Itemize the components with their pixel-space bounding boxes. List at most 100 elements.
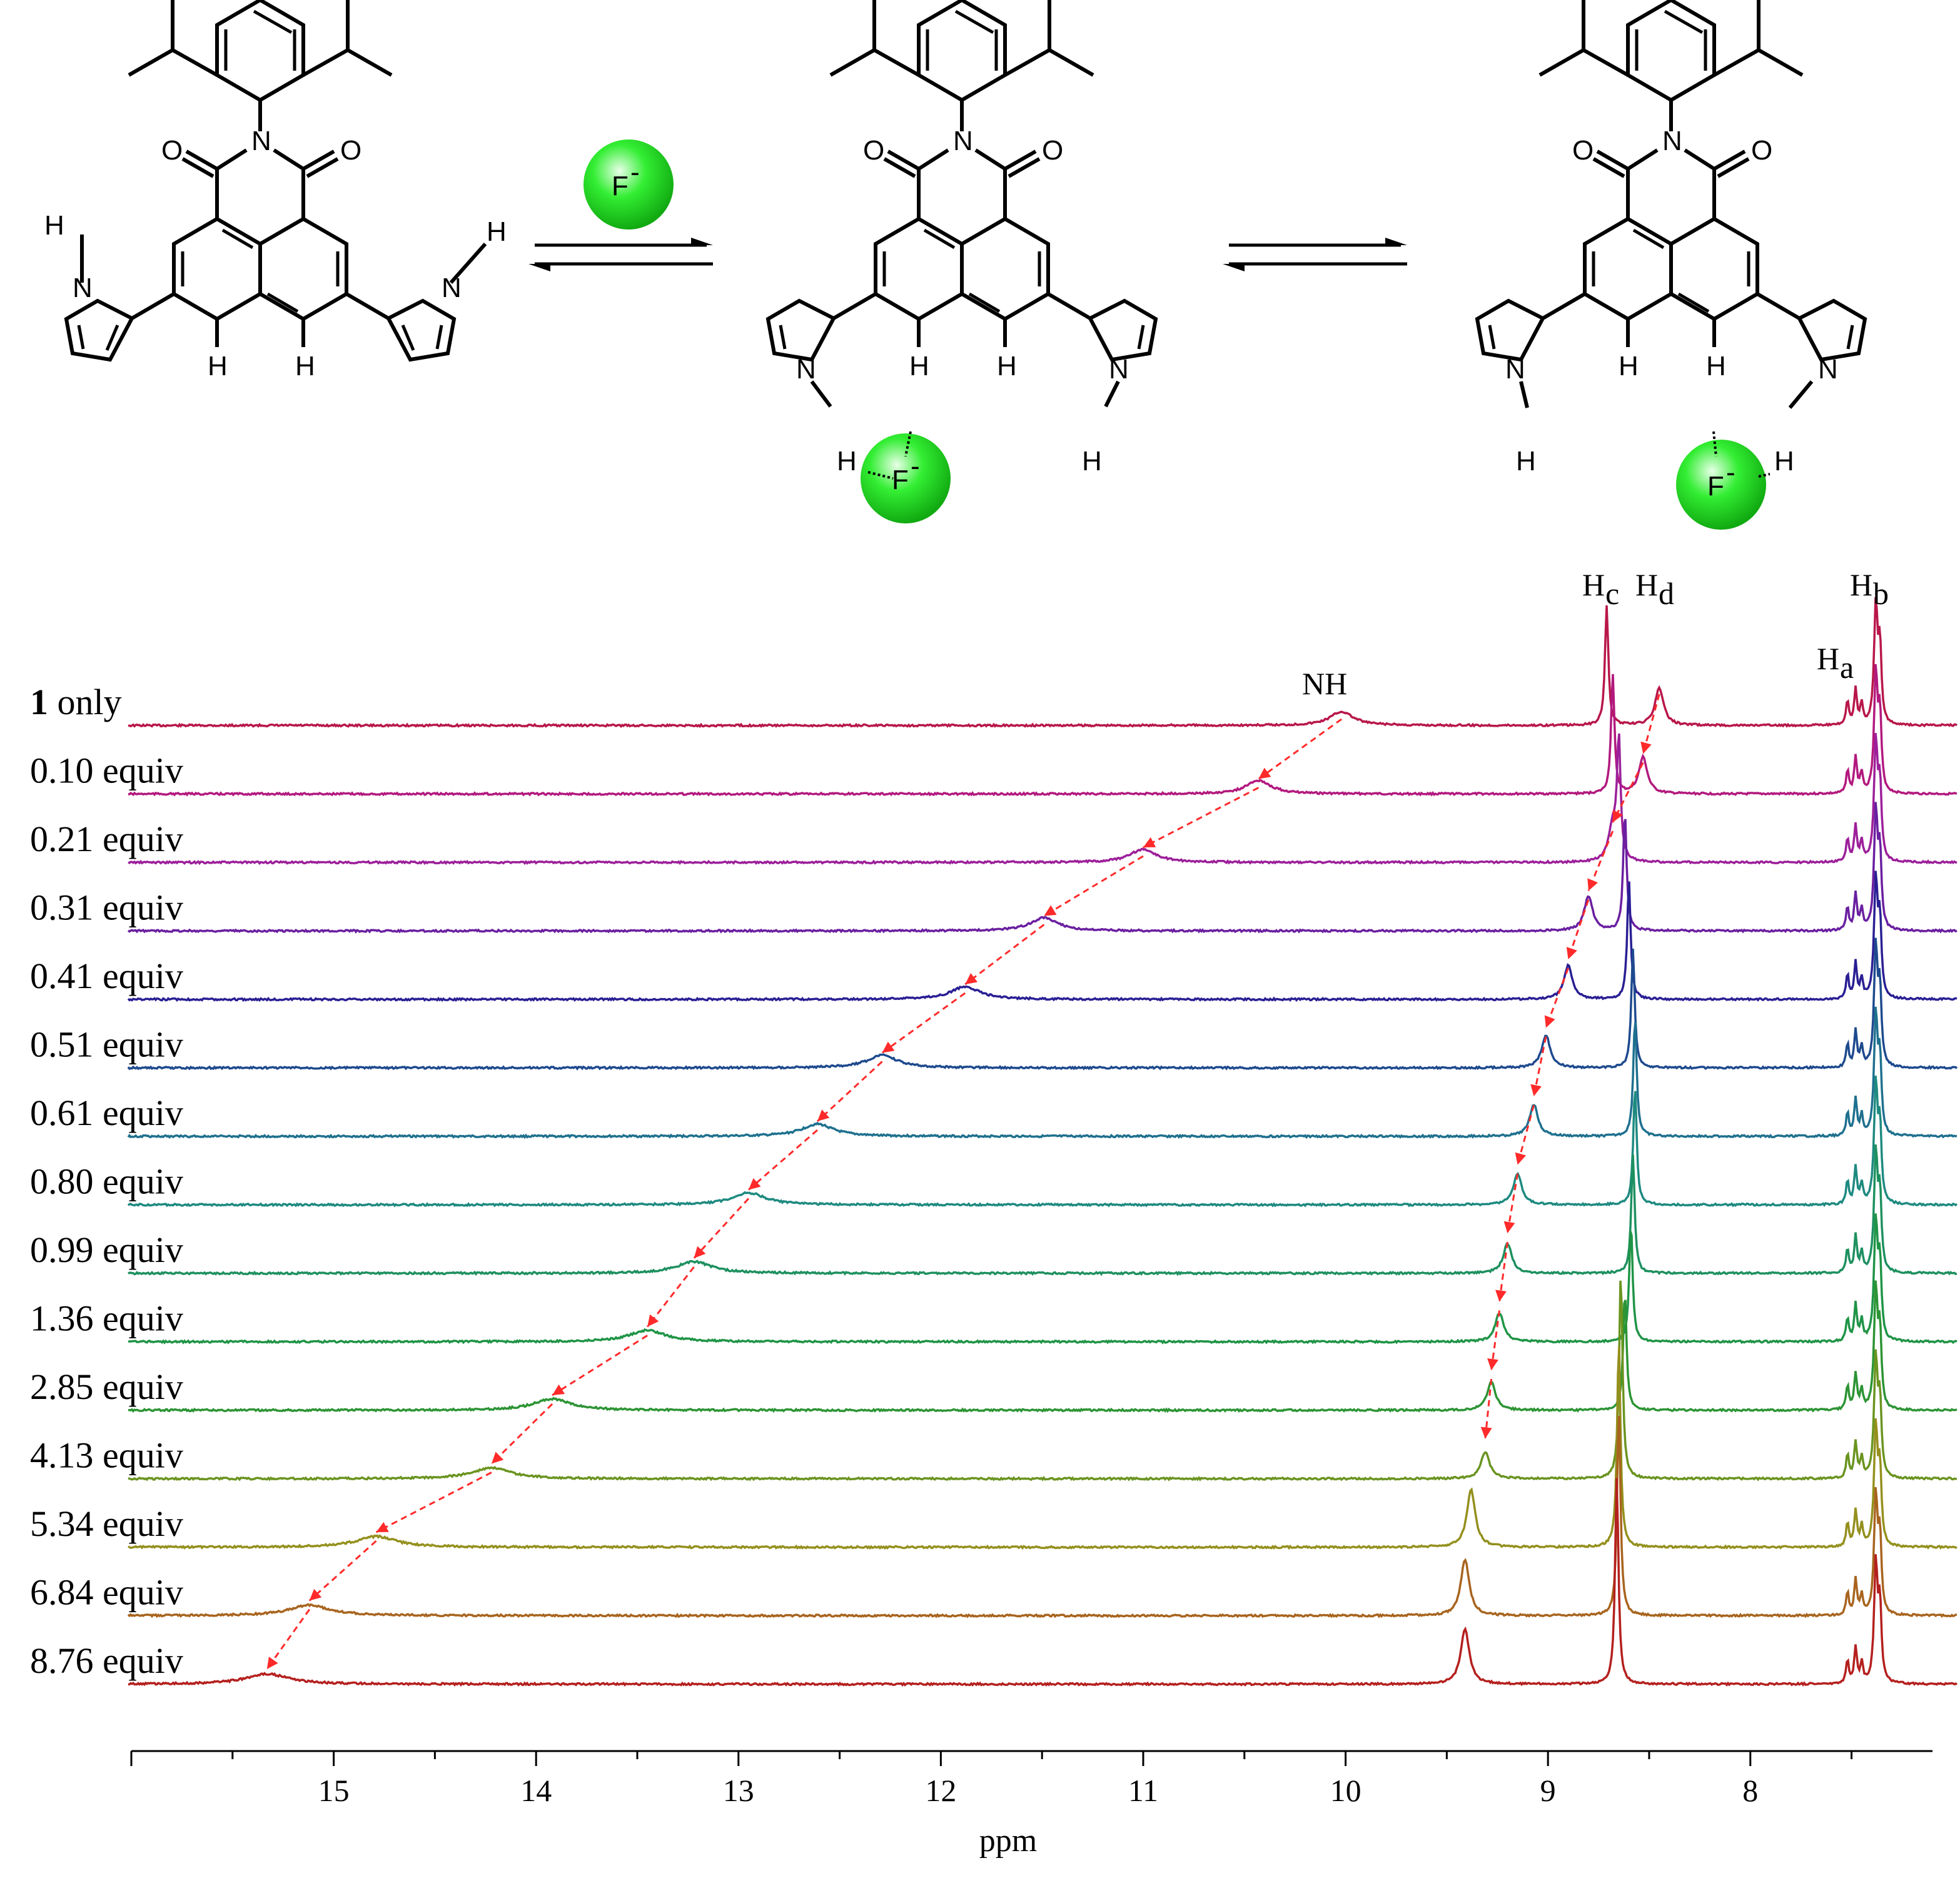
- trace-label: 0.51 equiv: [30, 1024, 183, 1065]
- nh-shift-arrow-head: [817, 1109, 830, 1121]
- nh-shift-arrow-head: [552, 1384, 565, 1395]
- svg-text:H: H: [1582, 567, 1605, 602]
- atom-N: N: [442, 273, 462, 303]
- svg-text:F: F: [612, 171, 629, 201]
- spectrum-trace: [127, 802, 1957, 934]
- nh-shift-arrow-head: [1143, 837, 1156, 847]
- spectrum-trace: [127, 1075, 1958, 1208]
- svg-text:H: H: [1635, 567, 1658, 602]
- trace-label: 0.80 equiv: [30, 1161, 183, 1202]
- spectrum-trace: [128, 1280, 1957, 1413]
- spectrum-trace: [127, 937, 1958, 1071]
- nh-shift-arrow-head: [266, 1657, 278, 1669]
- atom-N: N: [251, 126, 271, 156]
- svg-text:-: -: [911, 451, 920, 482]
- spectrum-trace: [128, 1478, 1958, 1687]
- atom-N: N: [953, 126, 973, 156]
- svg-text:F: F: [1707, 471, 1724, 502]
- nh-shift-arrow-head: [492, 1451, 504, 1464]
- trace-label: 2.85 equiv: [30, 1366, 183, 1407]
- hd-shift-arrow-head: [1515, 1152, 1527, 1165]
- atom-H: H: [1706, 351, 1726, 381]
- spectrum-trace: [128, 1144, 1957, 1276]
- x-tick-label: 15: [318, 1773, 350, 1808]
- nh-shift-arrow: [308, 1540, 377, 1602]
- spectrum-trace: [127, 1415, 1957, 1618]
- atom-N: N: [1818, 354, 1838, 385]
- trace-labels: 1 only 0.10 equiv 0.21 equiv 0.31 equiv 0.41…: [30, 682, 183, 1681]
- shift-arrows: [266, 694, 1660, 1670]
- equilibrium-arrow: [528, 238, 713, 271]
- hd-shift-arrow-head: [1612, 809, 1623, 822]
- nh-shift-arrow-head: [694, 1246, 706, 1258]
- spectrum-trace: [128, 1280, 1957, 1482]
- nh-shift-arrow-head: [965, 972, 977, 984]
- atom-O: O: [1572, 135, 1594, 166]
- spectrum-trace: [128, 1213, 1957, 1345]
- atom-N: N: [1662, 126, 1682, 156]
- equilibrium-arrow: [1223, 238, 1407, 271]
- trace-label: 4.13 equiv: [30, 1435, 183, 1476]
- nh-shift-arrow: [816, 1061, 883, 1123]
- trace-label: 0.21 equiv: [30, 819, 183, 859]
- x-tick-label: 10: [1330, 1773, 1361, 1808]
- x-tick-label: 12: [925, 1773, 956, 1808]
- atom-H: H: [295, 351, 315, 381]
- atom-N: N: [796, 354, 816, 385]
- hd-shift-arrow-head: [1480, 1426, 1492, 1439]
- nh-shift-arrow: [646, 1266, 695, 1328]
- nh-shift-arrow: [1143, 787, 1260, 849]
- molecule-fluoride-complex-2: N O O H H N H N H F -: [1475, 0, 1867, 530]
- nh-shift-arrow: [1258, 718, 1342, 780]
- svg-text:a: a: [1840, 650, 1854, 685]
- atom-H: H: [1082, 446, 1102, 477]
- atom-H: H: [997, 351, 1017, 381]
- trace-label: 6.84 equiv: [30, 1572, 183, 1613]
- atom-H: H: [1774, 446, 1794, 477]
- trace-label: 0.41 equiv: [30, 956, 183, 996]
- trace-label: 0.10 equiv: [30, 750, 183, 791]
- nh-shift-arrow-head: [1044, 905, 1057, 916]
- nh-shift-arrow-head: [882, 1041, 895, 1053]
- fluoride-ball: [1676, 440, 1766, 530]
- nh-shift-arrow: [1043, 855, 1144, 917]
- atom-N: N: [73, 273, 93, 303]
- peak-label-Hb: H b: [1850, 567, 1889, 611]
- svg-text:d: d: [1659, 576, 1674, 611]
- nh-shift-arrow: [266, 1608, 310, 1670]
- atom-H: H: [208, 351, 228, 381]
- x-tick-label: 13: [723, 1773, 754, 1808]
- x-axis-title: ppm: [979, 1823, 1037, 1859]
- atom-O: O: [1751, 135, 1772, 166]
- atom-H: H: [1516, 446, 1536, 477]
- hd-shift-arrow-head: [1487, 1358, 1498, 1370]
- trace-label: 0.31 equiv: [30, 887, 183, 928]
- svg-text:b: b: [1873, 576, 1889, 611]
- spectra-traces: [127, 597, 1958, 1687]
- atom-O: O: [863, 135, 884, 166]
- molecule-fluoride-complex-1: N O O H H N H N H F -: [765, 0, 1158, 523]
- nh-shift-arrow-head: [376, 1522, 389, 1532]
- nh-shift-arrow: [747, 1129, 818, 1191]
- spectrum-trace: [128, 664, 1957, 797]
- trace-label: 0.99 equiv: [30, 1229, 183, 1270]
- x-tick-label: 8: [1742, 1773, 1758, 1808]
- reaction-scheme: N O O H H N H N H F - N O O H H: [44, 0, 1867, 530]
- atom-H: H: [1619, 351, 1639, 381]
- svg-text:H: H: [1850, 567, 1872, 602]
- atom-N: N: [1109, 354, 1129, 385]
- atom-H: H: [837, 446, 857, 477]
- trace-label: 1 only: [30, 682, 122, 722]
- svg-text:F: F: [892, 465, 909, 495]
- spectrum-trace: [128, 733, 1957, 866]
- nh-shift-arrow: [375, 1472, 492, 1533]
- peak-label-NH: NH: [1302, 666, 1347, 701]
- atom-H: H: [909, 351, 929, 381]
- nmr-titration-chart: 1 only 0.10 equiv 0.21 equiv 0.31 equiv 0.41…: [30, 567, 1958, 1859]
- nh-shift-arrow-head: [309, 1588, 322, 1601]
- peak-label-Hd: H d: [1635, 567, 1674, 611]
- x-tick-label: 9: [1540, 1773, 1556, 1808]
- svg-text:-: -: [1726, 457, 1735, 488]
- peak-label-Hc: H c: [1582, 567, 1619, 611]
- peak-label-Ha: H a: [1817, 641, 1854, 685]
